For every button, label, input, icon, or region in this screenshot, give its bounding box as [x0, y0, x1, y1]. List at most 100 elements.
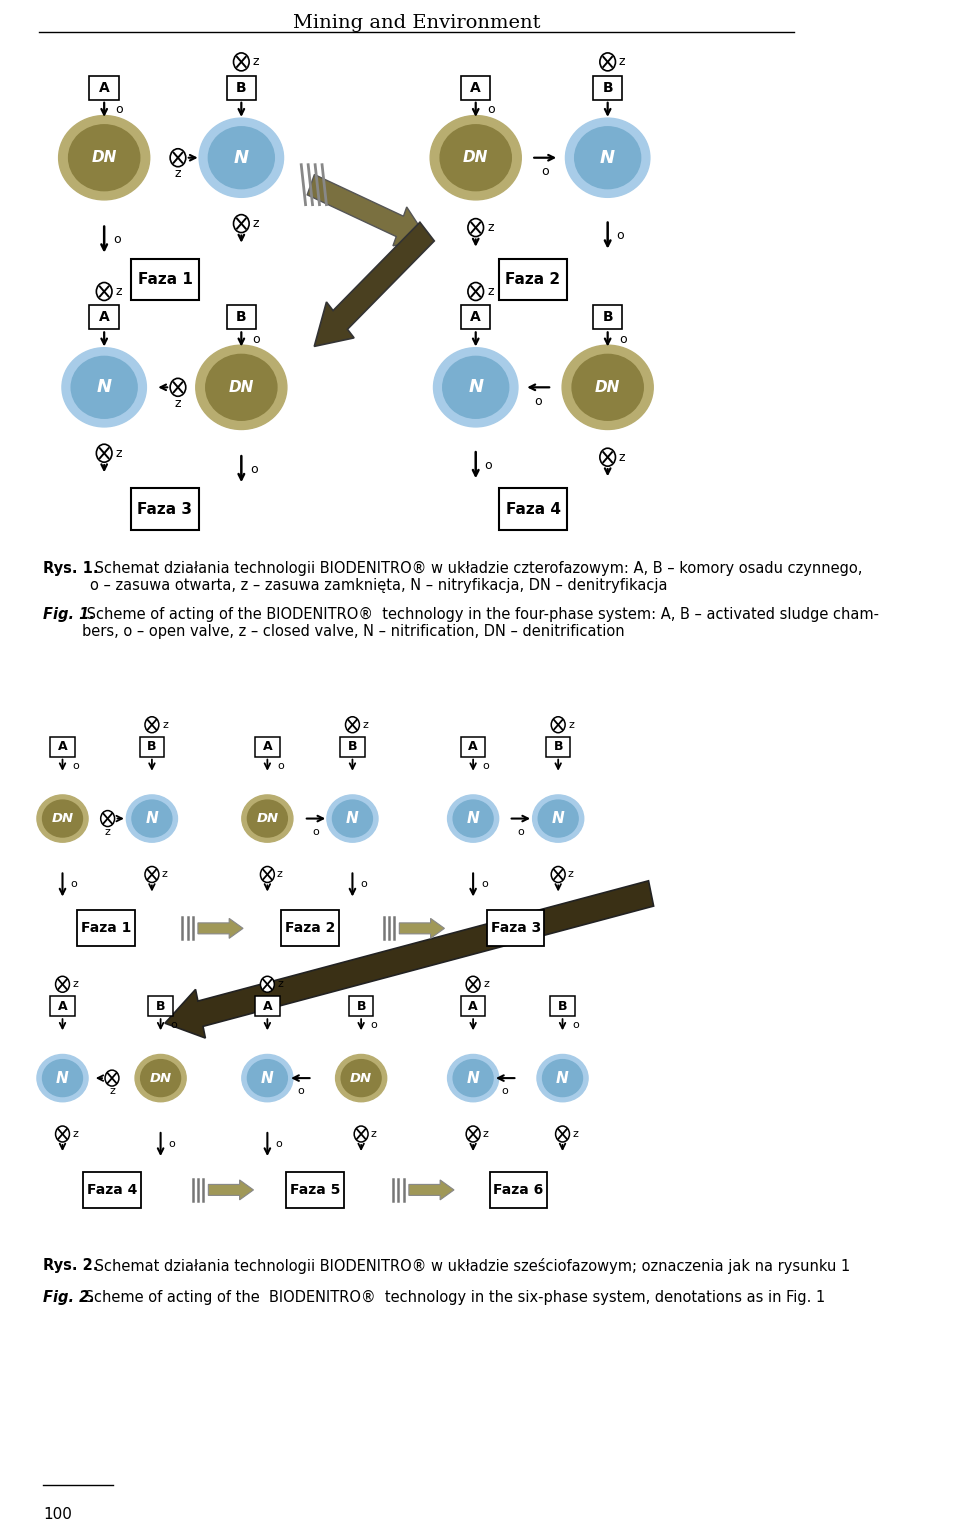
Circle shape [260, 867, 275, 882]
Text: N: N [56, 1071, 69, 1085]
Text: Faza 2: Faza 2 [506, 272, 561, 287]
Ellipse shape [140, 1059, 180, 1097]
Text: DN: DN [150, 1071, 172, 1085]
Circle shape [556, 1126, 569, 1141]
Text: z: z [619, 450, 626, 464]
Text: z: z [175, 397, 181, 410]
Text: A: A [263, 1000, 273, 1013]
FancyBboxPatch shape [461, 996, 485, 1016]
FancyBboxPatch shape [461, 305, 491, 330]
Circle shape [551, 867, 565, 882]
FancyArrow shape [399, 919, 444, 938]
Text: o: o [572, 1021, 579, 1030]
Text: Faza 3: Faza 3 [491, 922, 540, 935]
Text: Fig. 1.: Fig. 1. [43, 607, 95, 623]
Ellipse shape [332, 800, 372, 838]
Circle shape [346, 717, 359, 732]
Circle shape [468, 282, 484, 301]
Text: z: z [487, 285, 493, 298]
Text: z: z [115, 285, 122, 298]
Text: Scheme of acting of the BIODENITRO®  technology in the four-phase system: A, B –: Scheme of acting of the BIODENITRO® tech… [83, 607, 879, 639]
Text: DN: DN [91, 150, 117, 165]
Text: z: z [105, 827, 110, 836]
Text: o: o [72, 760, 79, 771]
Text: DN: DN [595, 380, 620, 395]
Circle shape [600, 449, 615, 465]
FancyBboxPatch shape [593, 76, 622, 99]
FancyBboxPatch shape [132, 488, 199, 530]
Text: o: o [113, 233, 120, 246]
FancyBboxPatch shape [499, 258, 566, 301]
FancyBboxPatch shape [140, 737, 164, 757]
Ellipse shape [199, 118, 283, 197]
Circle shape [467, 1126, 480, 1141]
Text: DN: DN [350, 1071, 372, 1085]
Text: DN: DN [52, 812, 74, 826]
Text: z: z [252, 217, 259, 230]
Text: o: o [483, 760, 490, 771]
FancyBboxPatch shape [546, 737, 570, 757]
Text: z: z [484, 980, 490, 989]
Ellipse shape [575, 127, 640, 189]
Text: z: z [109, 1087, 115, 1096]
FancyBboxPatch shape [286, 1172, 344, 1209]
Circle shape [468, 218, 484, 237]
Text: z: z [371, 1129, 376, 1138]
Text: N: N [146, 810, 158, 826]
Text: o: o [360, 879, 367, 890]
Text: A: A [58, 1000, 67, 1013]
Text: Faza 4: Faza 4 [506, 502, 561, 517]
Ellipse shape [135, 1054, 186, 1102]
Ellipse shape [327, 795, 378, 842]
Text: B: B [156, 1000, 165, 1013]
Ellipse shape [440, 125, 512, 191]
FancyBboxPatch shape [255, 737, 279, 757]
FancyBboxPatch shape [149, 996, 173, 1016]
Text: o: o [541, 165, 549, 179]
Circle shape [56, 1126, 69, 1141]
Text: Schemat działania technologii BIODENITRO® w układzie czterofazowym: A, B – komor: Schemat działania technologii BIODENITRO… [90, 562, 863, 594]
Ellipse shape [42, 1059, 83, 1097]
Text: Rys. 1.: Rys. 1. [43, 562, 99, 575]
Ellipse shape [447, 1054, 498, 1102]
Text: B: B [348, 740, 357, 754]
Text: B: B [558, 1000, 567, 1013]
FancyBboxPatch shape [499, 488, 566, 530]
FancyBboxPatch shape [461, 76, 491, 99]
Text: z: z [73, 980, 79, 989]
Ellipse shape [542, 1059, 583, 1097]
Text: A: A [468, 740, 478, 754]
Ellipse shape [430, 116, 521, 200]
Ellipse shape [205, 354, 276, 420]
FancyBboxPatch shape [487, 911, 544, 946]
Text: A: A [263, 740, 273, 754]
Text: A: A [470, 310, 481, 325]
Text: B: B [356, 1000, 366, 1013]
Text: o: o [170, 1021, 177, 1030]
Text: A: A [468, 1000, 478, 1013]
Circle shape [101, 810, 114, 827]
Ellipse shape [127, 795, 178, 842]
Text: o: o [487, 104, 494, 116]
Text: N: N [467, 1071, 479, 1085]
Text: N: N [468, 378, 483, 397]
Ellipse shape [563, 345, 653, 429]
Ellipse shape [537, 1054, 588, 1102]
Ellipse shape [71, 357, 137, 418]
Ellipse shape [196, 345, 287, 429]
Circle shape [96, 282, 112, 301]
Circle shape [233, 215, 250, 232]
Ellipse shape [341, 1059, 381, 1097]
Circle shape [96, 444, 112, 462]
Circle shape [260, 977, 275, 992]
Text: N: N [556, 1071, 569, 1085]
FancyArrow shape [208, 1180, 253, 1199]
FancyBboxPatch shape [132, 258, 199, 301]
Text: o: o [115, 104, 123, 116]
Ellipse shape [62, 348, 146, 427]
FancyArrow shape [307, 174, 428, 246]
Ellipse shape [533, 795, 584, 842]
Text: o: o [485, 459, 492, 472]
Ellipse shape [539, 800, 578, 838]
FancyBboxPatch shape [281, 911, 339, 946]
